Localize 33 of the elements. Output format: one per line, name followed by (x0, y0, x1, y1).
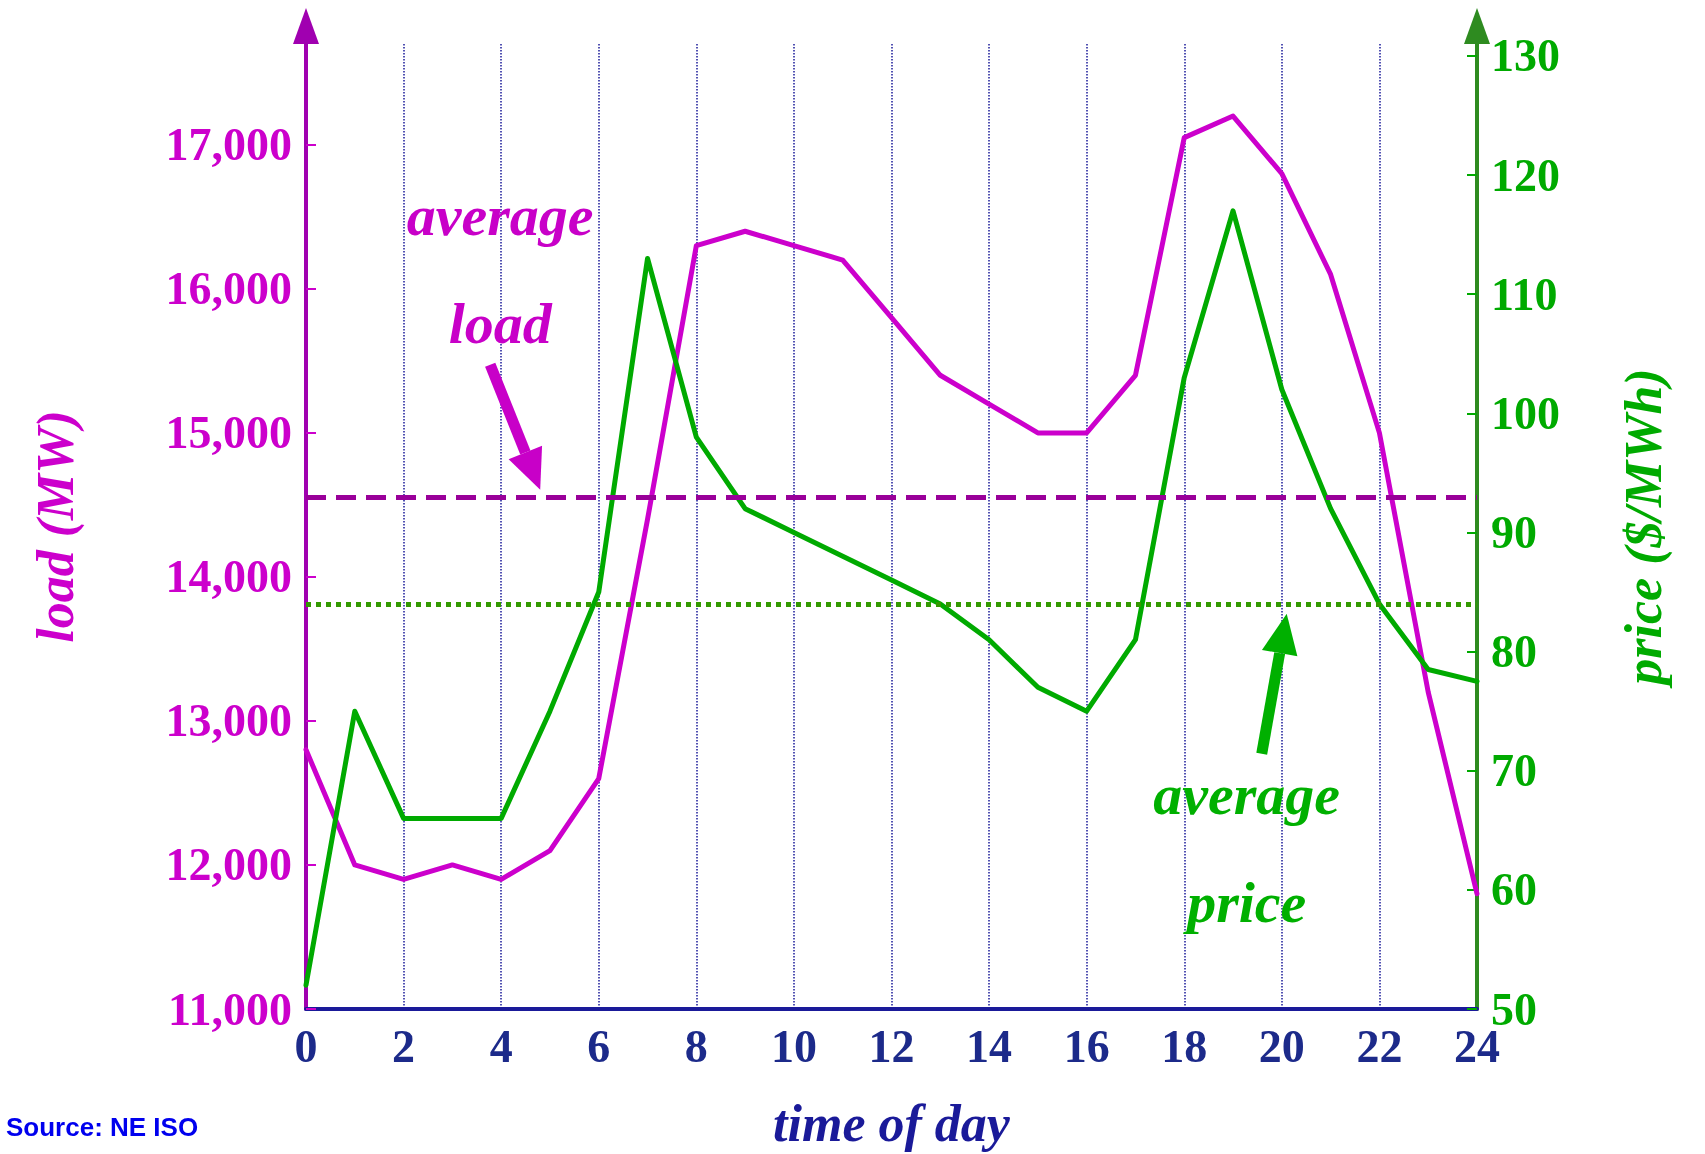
x-tick-label: 8 (684, 1020, 708, 1072)
x-tick-label: 22 (1356, 1020, 1403, 1072)
y-tick-label: 15,000 (165, 407, 292, 459)
y2-tick-label: 90 (1491, 506, 1537, 558)
x-tick-label: 12 (868, 1020, 915, 1072)
y2-tick-label: 100 (1491, 387, 1560, 439)
x-axis-title: time of day (773, 1094, 1011, 1152)
x-tick-label: 14 (966, 1020, 1013, 1072)
y-tick-label: 16,000 (165, 263, 292, 315)
x-tick-label: 20 (1258, 1020, 1305, 1072)
x-tick-label: 16 (1063, 1020, 1110, 1072)
y-tick-label: 14,000 (165, 551, 292, 603)
annotation: average load (406, 182, 594, 356)
y-tick-label: 13,000 (165, 695, 292, 747)
annotation: average price (1153, 761, 1341, 935)
y2-tick-label: 110 (1491, 268, 1558, 320)
y-axis-title: load (MW) (26, 410, 85, 643)
y2-axis-title: price ($/MWh) (1614, 368, 1673, 689)
x-tick-label: 10 (770, 1020, 817, 1072)
source-note: Source: NE ISO (6, 1112, 199, 1143)
x-tick-label: 4 (489, 1020, 513, 1072)
y-tick-label: 11,000 (168, 983, 292, 1035)
x-tick-label: 0 (294, 1020, 318, 1072)
x-tick-label: 6 (587, 1020, 611, 1072)
y2-tick-label: 130 (1491, 30, 1560, 82)
y2-tick-label: 70 (1491, 745, 1537, 797)
x-tick-label: 2 (392, 1020, 416, 1072)
y-tick-label: 17,000 (165, 119, 292, 171)
y2-tick-label: 60 (1491, 864, 1537, 916)
y2-tick-label: 120 (1491, 149, 1560, 201)
y2-tick-label: 80 (1491, 626, 1537, 678)
x-tick-label: 18 (1161, 1020, 1208, 1072)
y-tick-label: 12,000 (165, 839, 292, 891)
